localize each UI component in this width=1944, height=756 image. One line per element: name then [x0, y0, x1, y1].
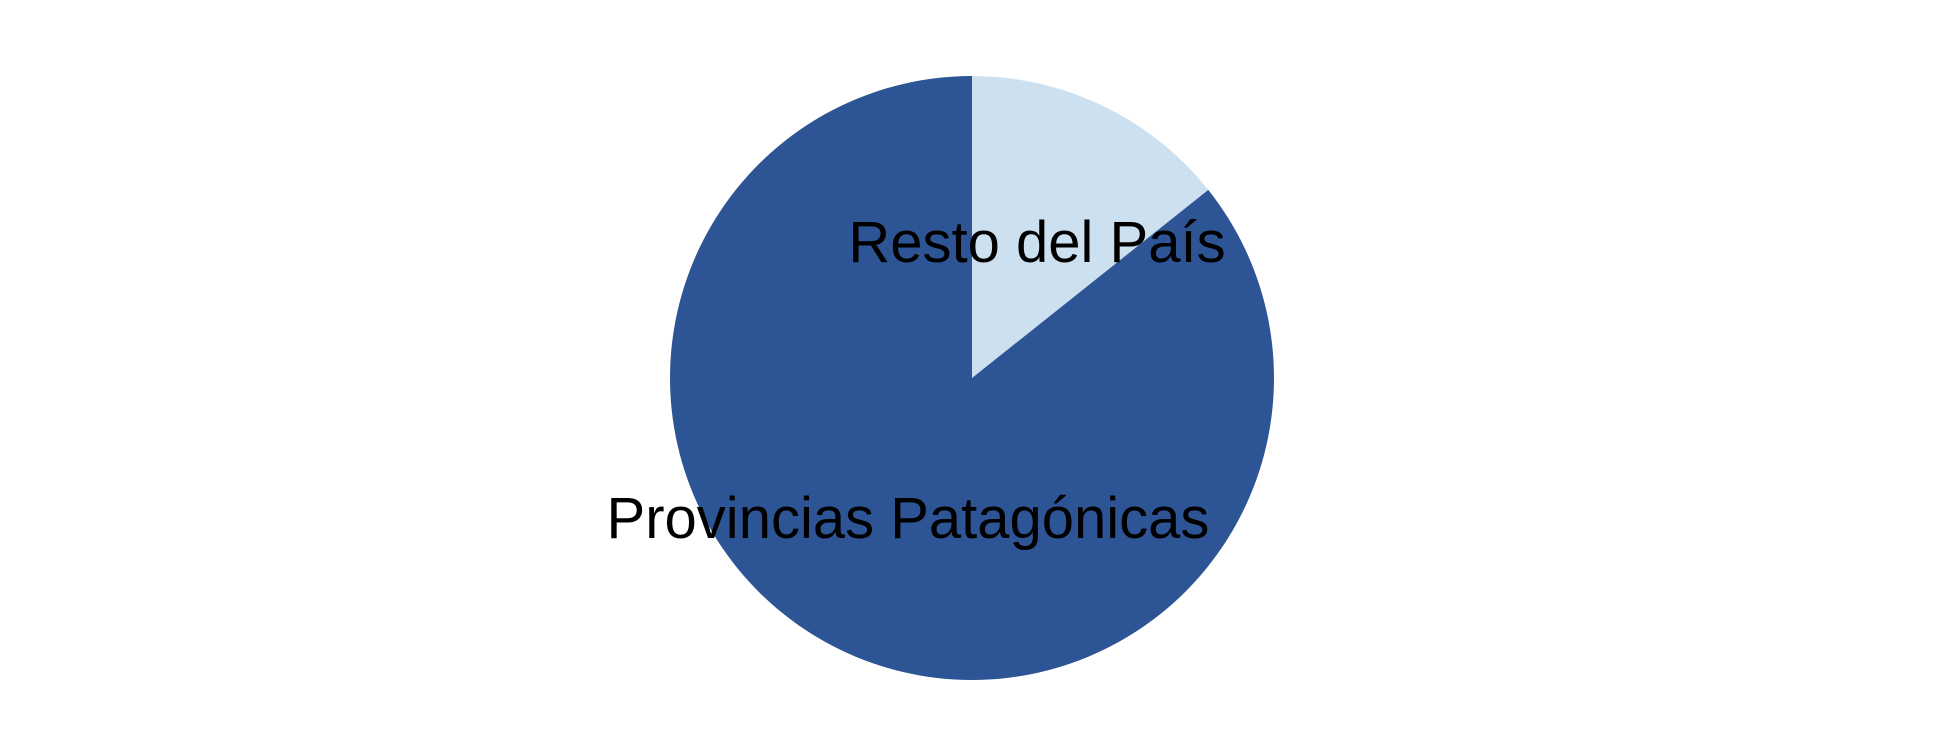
slice-label-resto-del-pais: Resto del País — [848, 210, 1225, 275]
pie-slice-resto-del-pais — [972, 76, 1209, 378]
pie-slice-provincias-patagonicas — [669, 76, 1274, 681]
labels-layer: Resto del País Provincias Patagónicas — [607, 210, 1226, 551]
slice-label-provincias-patagonicas: Provincias Patagónicas — [607, 486, 1210, 551]
slices-layer — [669, 76, 1274, 681]
